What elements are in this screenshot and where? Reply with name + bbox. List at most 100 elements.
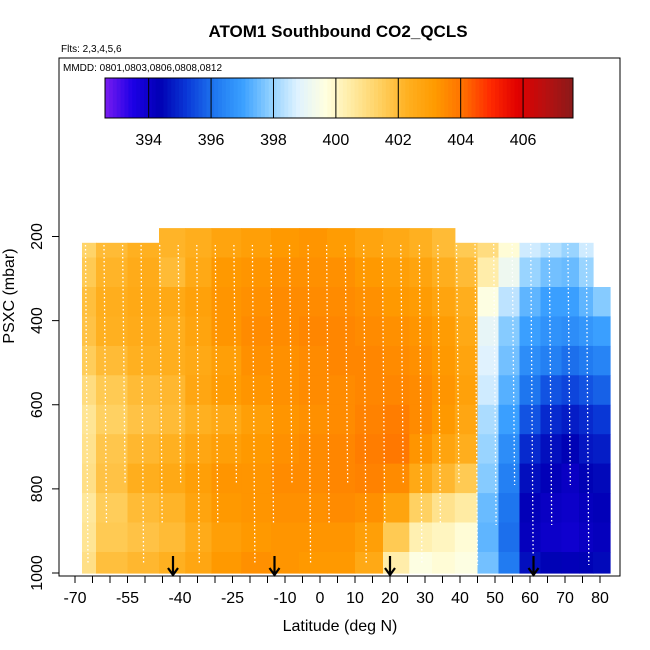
heat-cell — [593, 522, 611, 553]
heat-cell — [355, 552, 384, 574]
colorbar-segment — [565, 78, 570, 118]
heat-cell — [271, 434, 300, 465]
heat-cell — [432, 552, 456, 574]
heat-cell — [211, 257, 242, 288]
colorbar-segment — [424, 78, 430, 118]
colorbar-segment — [335, 78, 340, 118]
heat-cell — [82, 463, 97, 494]
colorbar-segment — [483, 78, 488, 118]
y-axis-label: PSXC (mbar) — [1, 248, 18, 343]
heat-cell — [579, 345, 594, 376]
heat-cell — [355, 345, 384, 376]
heat-cell — [355, 522, 384, 553]
heat-cell — [477, 287, 500, 317]
heat-cell — [477, 257, 500, 288]
heat-cell — [159, 522, 186, 553]
flight-profile-line — [159, 244, 163, 526]
flight-profile-line — [103, 244, 108, 526]
heat-cell — [299, 493, 328, 524]
heat-cell — [498, 552, 521, 574]
heat-cell — [185, 375, 213, 406]
heat-cell — [454, 434, 479, 465]
heatmap-cells — [82, 228, 611, 574]
colorbar-tick-label: 402 — [385, 132, 412, 149]
colorbar-segment — [108, 78, 114, 118]
x-tick-label: 50 — [486, 590, 504, 607]
colorbar-segment — [510, 78, 515, 118]
colorbar-segment — [268, 78, 274, 118]
heat-cell — [593, 375, 611, 406]
heat-cell — [82, 375, 97, 406]
colorbar-segment — [155, 78, 161, 118]
colorbar-segment — [264, 78, 270, 118]
colorbar-segment — [358, 78, 363, 118]
heat-cell — [82, 257, 97, 288]
colorbar-segment — [561, 78, 566, 118]
heat-cell — [579, 522, 594, 553]
heat-cell — [82, 522, 97, 553]
colorbar-segment — [144, 78, 149, 118]
colorbar-segment — [284, 78, 289, 118]
heat-cell — [519, 463, 542, 494]
heat-cell — [271, 493, 300, 524]
heat-cell — [432, 463, 456, 494]
heat-cell — [159, 375, 186, 406]
heat-cell — [561, 257, 580, 288]
heat-cell — [211, 493, 242, 524]
heat-cell — [519, 287, 542, 317]
heat-cell — [327, 375, 356, 406]
heat-cell — [159, 257, 186, 288]
heat-cell — [454, 493, 479, 524]
heat-cell — [327, 463, 356, 494]
heat-cell — [96, 404, 129, 435]
heat-cell — [383, 404, 410, 435]
heat-cell — [519, 316, 542, 347]
colorbar-segment — [210, 78, 215, 118]
heat-cell — [355, 434, 384, 465]
colorbar-segment — [319, 78, 324, 118]
heat-cell — [519, 552, 542, 574]
colorbar-segment — [136, 78, 141, 118]
colorbar-segment — [222, 78, 227, 118]
heat-cell — [241, 404, 272, 435]
colorbar-segment — [311, 78, 317, 118]
heat-cell — [409, 228, 433, 259]
heat-cell — [498, 316, 521, 347]
heat-cell — [579, 316, 594, 347]
colorbar-segment — [417, 78, 422, 118]
heat-cell — [327, 522, 356, 553]
colorbar-segment — [467, 78, 473, 118]
flight-profile-line — [270, 244, 275, 526]
heat-cell — [409, 493, 433, 524]
x-tick-label: -25 — [221, 590, 244, 607]
colorbar-segment — [346, 78, 352, 118]
colorbar-segment — [237, 78, 242, 118]
heat-cell — [96, 522, 129, 553]
heat-cell — [355, 463, 384, 494]
heat-cell — [409, 345, 433, 376]
colorbar-segment — [342, 78, 348, 118]
colorbar-segment — [498, 78, 504, 118]
heat-cell — [82, 345, 97, 376]
heat-cell — [299, 404, 328, 435]
colorbar-segment — [186, 78, 192, 118]
colorbar-segment — [202, 78, 207, 118]
heat-cell — [383, 522, 410, 553]
heat-cell — [127, 463, 160, 494]
heat-cell — [127, 404, 160, 435]
colorbar-segment — [128, 78, 133, 118]
heat-cell — [82, 552, 97, 574]
heat-cell — [127, 375, 160, 406]
flight-profile-line — [140, 244, 145, 566]
heat-cell — [579, 287, 594, 317]
colorbar-segment — [459, 78, 465, 118]
heat-cell — [498, 522, 521, 553]
heat-cell — [561, 242, 580, 259]
heat-cell — [579, 552, 594, 574]
colorbar-segment — [366, 78, 371, 118]
heat-cell — [355, 493, 384, 524]
heat-cell — [593, 434, 611, 465]
heat-cell — [593, 493, 611, 524]
colorbar-segment — [331, 78, 336, 118]
